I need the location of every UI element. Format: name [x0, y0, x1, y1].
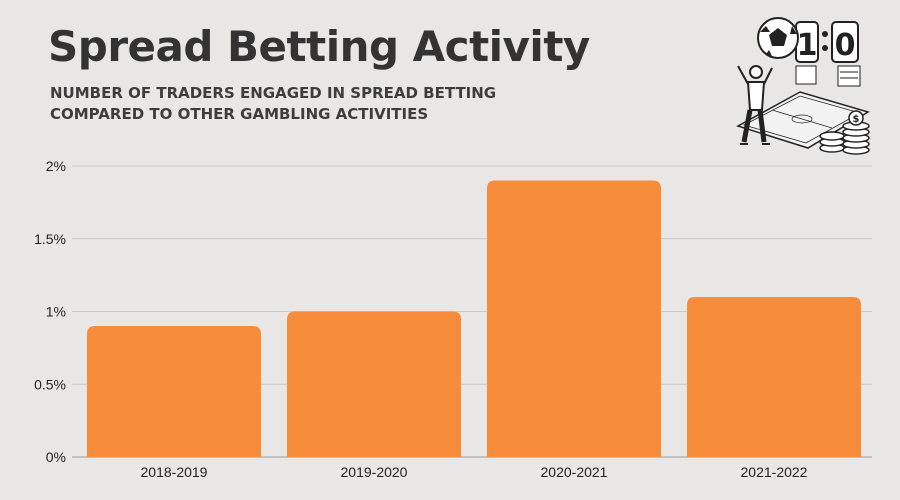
subtitle-line-1: NUMBER OF TRADERS ENGAGED IN SPREAD BETT…	[50, 84, 497, 102]
y-tick-label: 1%	[46, 304, 66, 320]
score-away: 0	[835, 28, 856, 63]
y-axis-ticks: 0% 0.5% 1% 1.5% 2%	[34, 158, 66, 465]
y-tick-label: 2%	[46, 158, 66, 174]
bar-2021-2022	[687, 296, 861, 457]
bar-2020-2021	[487, 180, 661, 458]
x-tick-label: 2021-2022	[741, 464, 808, 480]
svg-text:$: $	[853, 114, 860, 125]
soccer-ball-icon	[757, 17, 799, 59]
bar-2018-2019	[87, 326, 261, 457]
coin-stack-icon: $	[819, 110, 870, 155]
x-tick-label: 2018-2019	[141, 464, 208, 480]
x-axis-labels: 2018-2019 2019-2020 2020-2021 2021-2022	[141, 464, 808, 480]
fan-figure-icon	[737, 65, 773, 145]
football-fan-scoreboard-icon: 1 0 $	[736, 17, 870, 155]
y-tick-label: 0.5%	[34, 376, 66, 392]
bars	[87, 180, 861, 458]
bar-2019-2020	[287, 311, 461, 457]
y-tick-label: 1.5%	[34, 231, 66, 247]
subtitle-line-2: COMPARED TO OTHER GAMBLING ACTIVITIES	[50, 105, 429, 123]
y-tick-label: 0%	[46, 449, 66, 465]
chart-title: Spread Betting Activity	[48, 22, 590, 71]
x-tick-label: 2019-2020	[341, 464, 408, 480]
chart-subtitle: NUMBER OF TRADERS ENGAGED IN SPREAD BETT…	[50, 83, 570, 125]
score-home: 1	[797, 28, 818, 63]
x-tick-label: 2020-2021	[541, 464, 608, 480]
